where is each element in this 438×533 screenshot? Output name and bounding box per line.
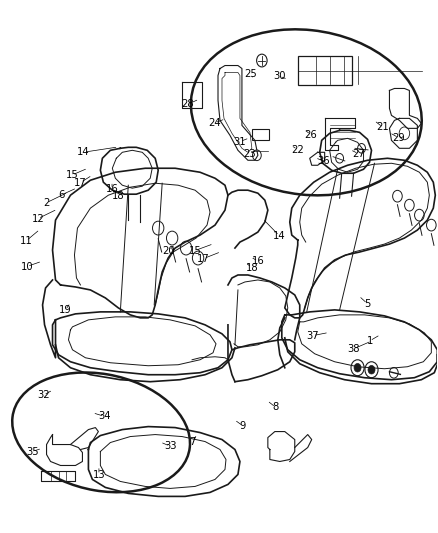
Text: 29: 29 [392,133,405,143]
Text: 22: 22 [291,144,304,155]
Text: 9: 9 [240,421,246,431]
Text: 34: 34 [99,411,111,422]
Text: 37: 37 [307,330,319,341]
Bar [298,55,352,85]
Text: 33: 33 [164,441,177,451]
Text: 7: 7 [190,437,196,447]
Text: 15: 15 [189,246,201,255]
Text: 24: 24 [208,118,221,128]
Text: 38: 38 [347,344,360,354]
Text: 14: 14 [78,147,90,157]
Text: 1: 1 [367,336,373,346]
Text: 27: 27 [352,149,365,159]
Text: 21: 21 [376,122,389,132]
Text: 15: 15 [66,170,78,180]
Bar [252,128,269,140]
Text: 5: 5 [364,298,371,309]
Text: 25: 25 [244,69,257,79]
Text: 31: 31 [233,136,246,147]
Text: 20: 20 [162,246,175,255]
Text: 8: 8 [272,402,279,413]
Text: 16: 16 [252,256,265,266]
Text: 18: 18 [111,191,124,201]
Text: 14: 14 [273,231,286,241]
Text: 6: 6 [59,190,65,200]
Text: 30: 30 [273,71,286,81]
Text: 18: 18 [245,263,258,272]
Text: 13: 13 [92,470,105,480]
Text: 16: 16 [106,184,118,195]
Text: 17: 17 [198,254,210,263]
Text: 11: 11 [20,236,32,246]
Text: 17: 17 [74,177,87,188]
Text: 12: 12 [32,214,44,224]
Text: 36: 36 [318,156,330,166]
Text: 35: 35 [26,447,39,456]
Circle shape [354,364,361,372]
Text: 28: 28 [181,99,194,109]
Text: 2: 2 [43,198,50,208]
Text: 23: 23 [243,149,256,159]
Text: 10: 10 [21,262,33,271]
Circle shape [368,366,375,374]
Text: 26: 26 [304,130,317,140]
Text: 19: 19 [59,305,72,315]
Text: 32: 32 [37,390,50,400]
